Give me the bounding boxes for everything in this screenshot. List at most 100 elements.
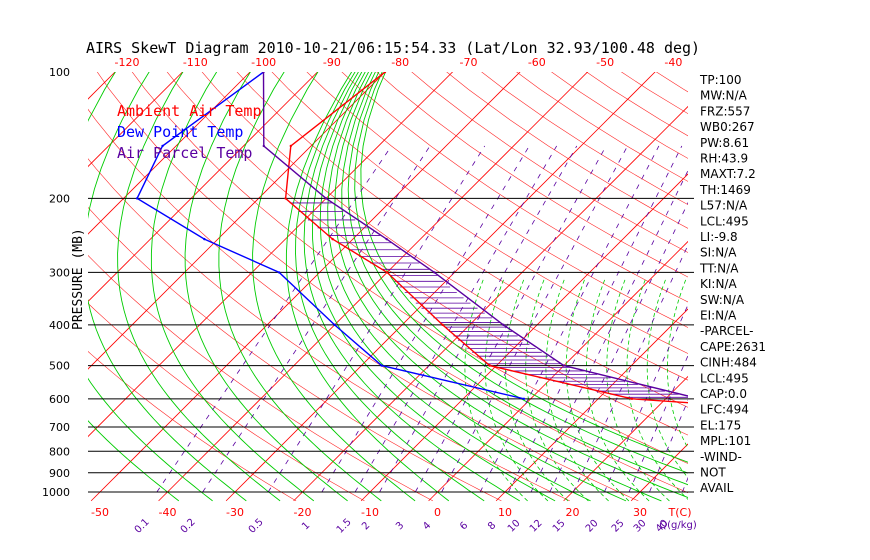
isotherm-line [495,308,688,502]
mixing-ratio-tick-label: 0.1 [133,517,152,536]
pressure-tick-label: 500 [49,360,70,373]
mixing-ratio-line [572,244,688,493]
moist-adiabat-dashed-line [504,278,569,502]
index-entry: WB0:267 [700,120,755,134]
moist-adiabat-line [218,72,382,502]
dry-adiabat-line [96,72,688,494]
mixing-ratio-line [156,145,392,493]
profile-point [135,197,139,200]
profile-point [522,397,526,401]
moist-adiabat-line [184,72,348,502]
isotherm-line [88,72,319,303]
index-entry: CAP:0.0 [700,387,747,401]
moist-adiabat-line [311,72,556,502]
bottom-temp-tick-label: -40 [159,506,177,519]
chart-title: AIRS SkewT Diagram 2010-10-21/06:15:54.3… [86,39,700,57]
dry-adiabat-line [88,351,297,502]
moist-adiabat-line [88,72,213,502]
pressure-tick-label: 900 [49,467,70,480]
moist-adiabat-dashed-line [464,278,528,502]
dry-adiabat-line [660,53,870,501]
index-entry: EL:175 [700,418,741,432]
isobar-lines [88,197,694,493]
moist-adiabat-dashed-line [606,278,670,502]
index-entry: SI:N/A [700,246,737,260]
mixing-ratio-line [604,303,688,493]
profile-point [385,237,388,241]
mixing-ratio-tick-label: 10 [506,518,523,535]
top-temp-tick-label: -70 [460,56,478,69]
index-entry: MAXT:7.2 [700,167,756,181]
index-entry: TT:N/A [699,261,739,275]
dry-adiabat-line [131,72,688,464]
index-entry: NOT [700,466,726,480]
index-entry: RH:43.9 [700,152,748,166]
bottom-temp-tick-label: -30 [226,506,244,519]
mixing-ratio-tick-label: 0.2 [179,517,198,536]
profile-point [277,271,281,274]
profile-line-dew-point-temp [136,72,525,400]
profile-point [383,72,387,74]
profile-point [333,323,336,327]
pressure-tick-label: 300 [49,266,70,279]
index-entry: LCL:495 [700,214,749,228]
isotherm-line [90,72,521,502]
dry-adiabat-line [341,72,688,303]
dry-adiabat-line [236,72,688,381]
bottom-temp-unit-label: T(C) [668,506,692,519]
mixing-ratio-line [508,145,683,493]
isotherm-line [428,240,688,502]
bottom-temp-tick-label: 0 [434,506,441,519]
top-temp-tick-label: -110 [183,56,208,69]
moist-adiabat-line [295,72,485,502]
profile-point [433,271,436,274]
isotherm-line [293,105,688,502]
dry-adiabat-line [88,158,570,502]
top-temp-tick-label: -40 [664,56,682,69]
bottom-temp-tick-label: -10 [361,506,379,519]
legend-entry: Air Parcel Temp [117,144,252,162]
dry-adiabat-line [88,302,365,502]
bottom-temp-tick-label: 20 [566,506,580,519]
isotherm-line [225,72,656,502]
profile-point [488,364,491,367]
profile-point [289,144,292,148]
profile-point [380,364,383,367]
mixing-ratio-tick-label: 20 [584,518,601,535]
moist-adiabat-dashed-line [585,278,650,502]
isotherm-line [834,53,870,501]
mixing-ratio-tick-label: 4 [421,520,433,532]
moist-adiabat-line [117,72,281,502]
profile-line-air-parcel-temp [262,72,688,397]
mixing-ratio-tick-label: 30 [632,518,649,535]
legend-entry: Dew Point Temp [117,123,243,141]
bottom-temp-tick-label: -50 [91,506,109,519]
top-temp-tick-label: -60 [528,56,546,69]
index-entry: LFC:494 [700,403,749,417]
dry-adiabat-line [376,72,688,278]
dry-adiabat-line [88,108,639,502]
index-entry: SW:N/A [700,293,745,307]
moist-adiabat-dashed-line [626,278,688,500]
index-entry: -WIND- [700,450,742,464]
legend-entry: Ambient Air Temp [117,102,262,120]
moist-adiabat-line [88,72,247,502]
background-grid [88,53,870,502]
index-entry: MW:N/A [700,89,748,103]
dry-adiabat-line [796,53,870,501]
index-entry: CAPE:2631 [700,340,766,354]
mixing-ratio-unit-label: Q(g/kg) [659,520,697,531]
isotherm-line [563,375,688,502]
dry-adiabat-line [762,53,870,501]
dry-adiabat-line [88,206,502,502]
moist-adiabat-line [252,72,416,502]
index-entry: PW:8.61 [700,136,749,150]
top-temp-tick-label: -100 [251,56,276,69]
dry-adiabat-line [481,72,688,206]
index-entry: AVAIL [700,481,734,495]
profile-point [562,364,566,367]
index-entry: CINH:484 [700,356,757,370]
profile-point [161,144,164,148]
